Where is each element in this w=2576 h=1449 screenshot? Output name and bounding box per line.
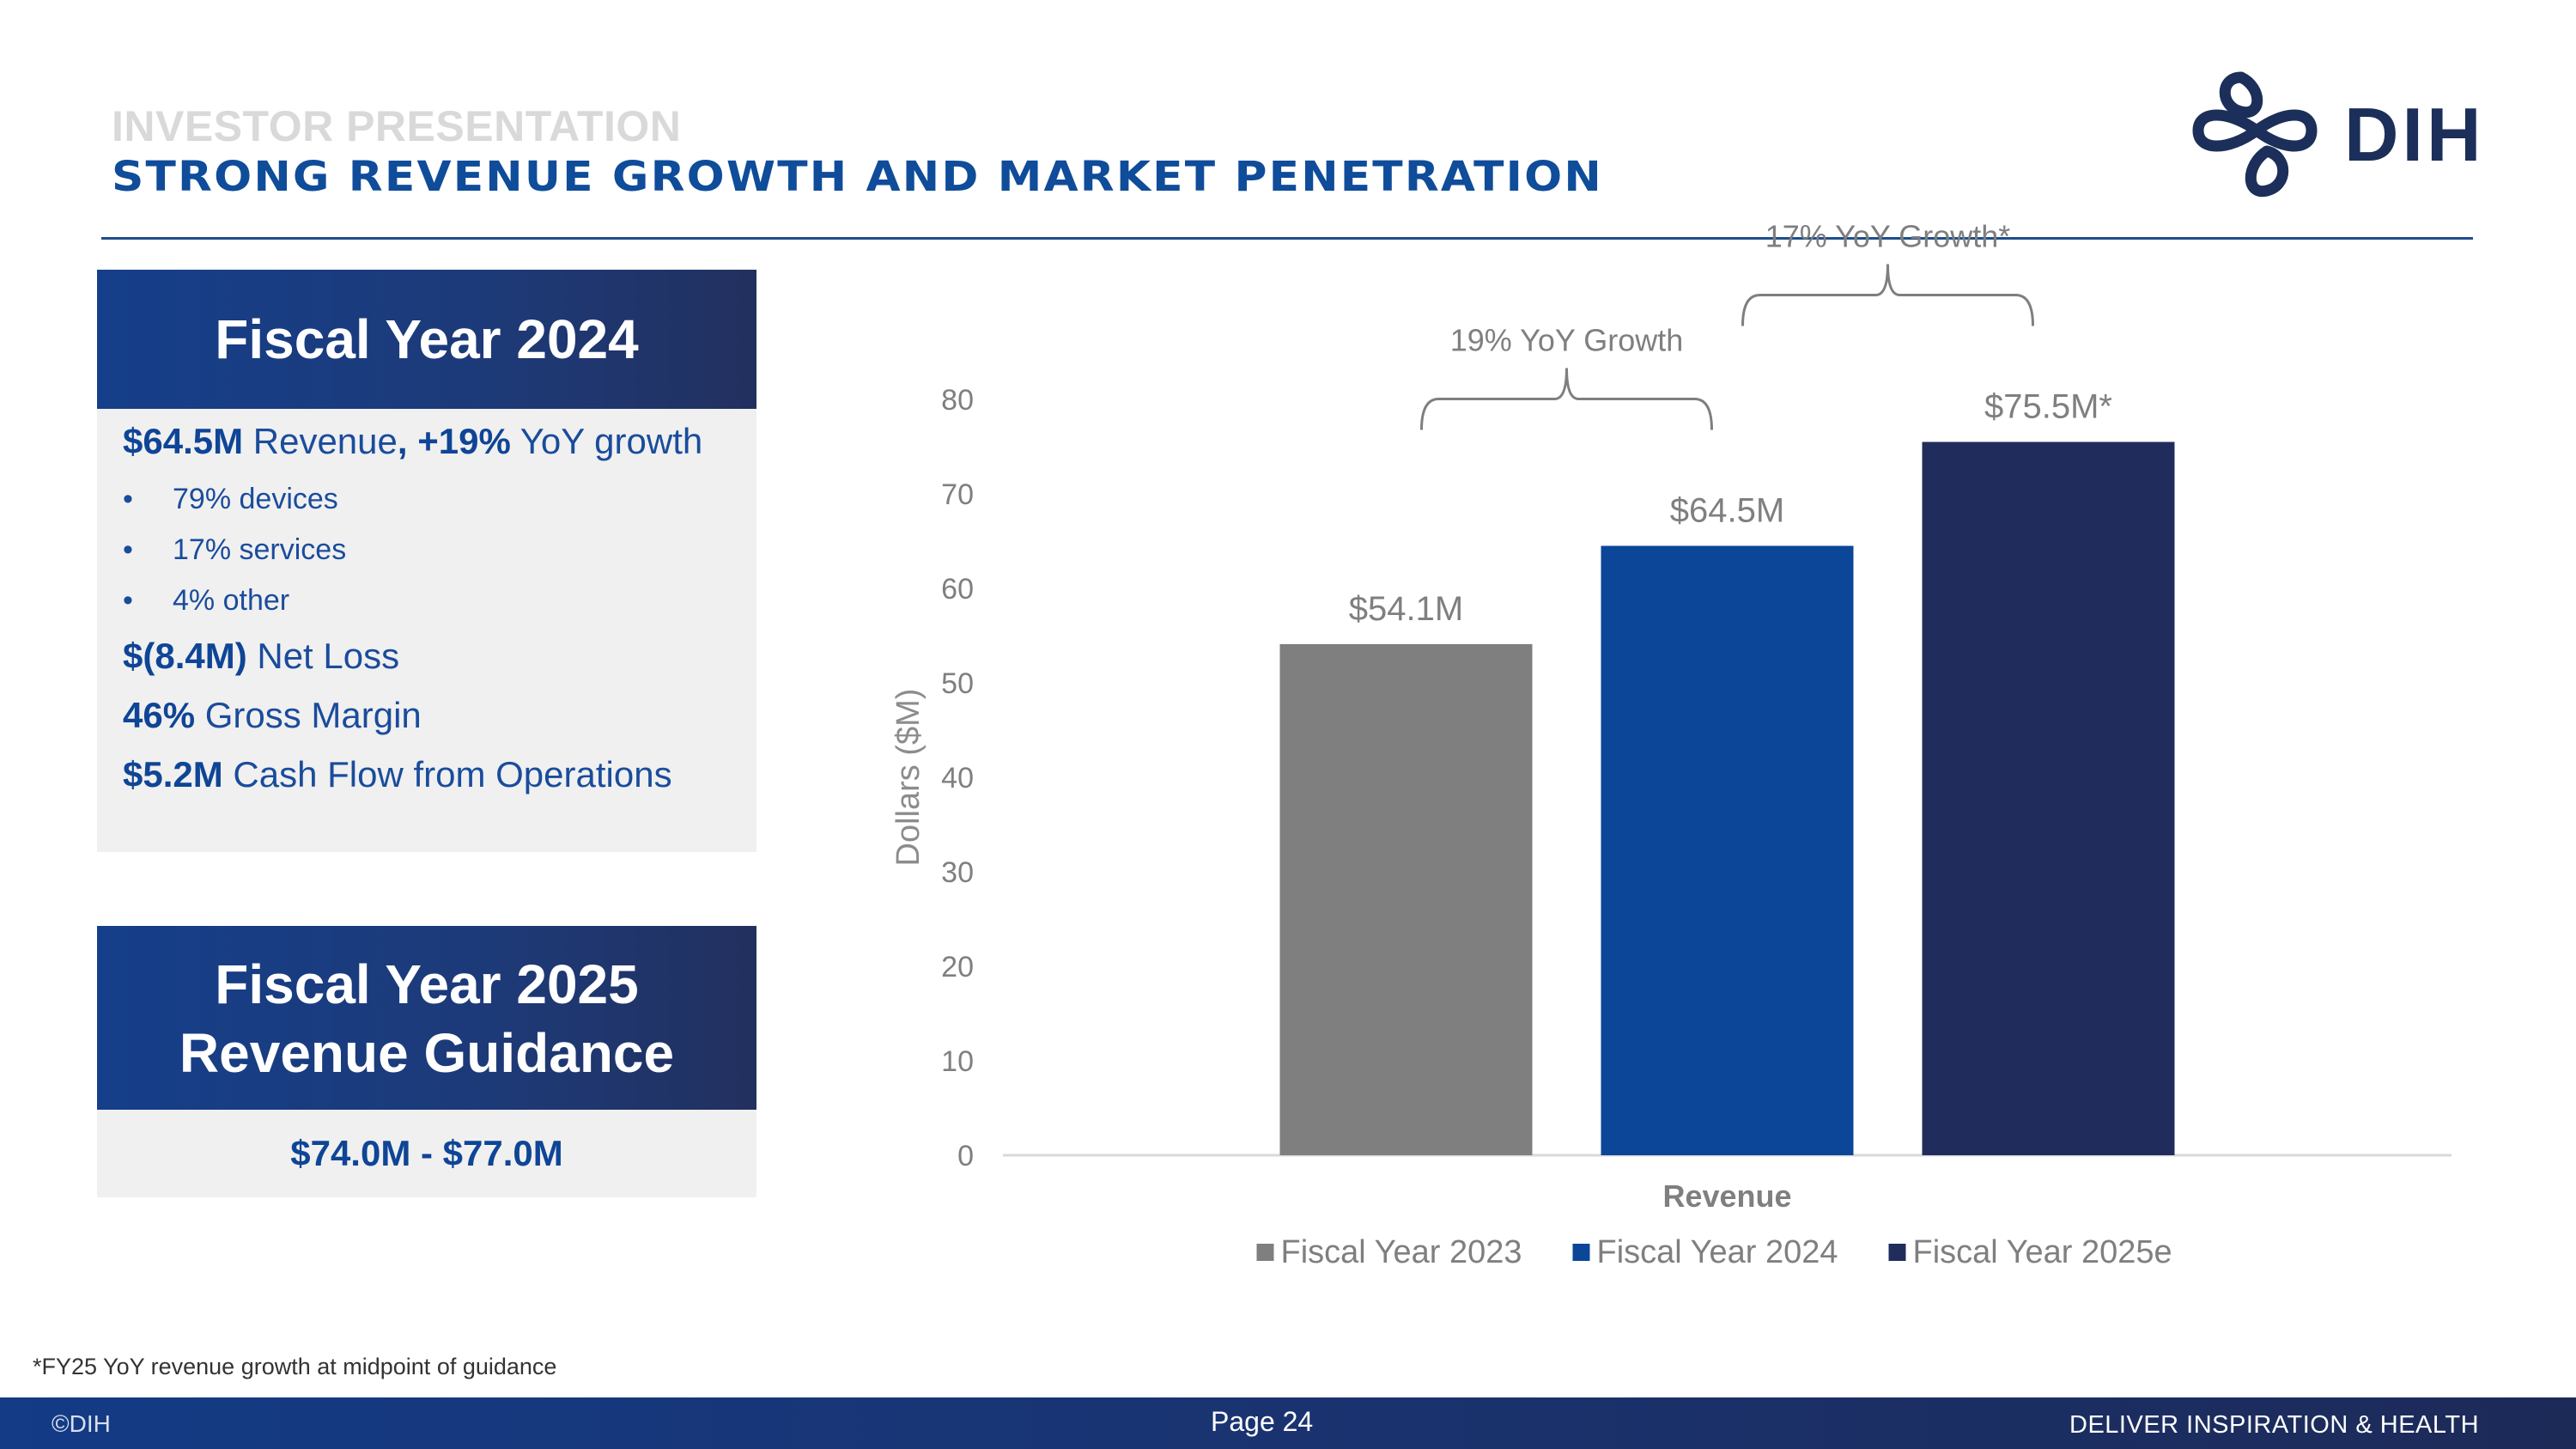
footer-tagline: DELIVER INSPIRATION & HEALTH [2069, 1411, 2480, 1439]
legend-label: Fiscal Year 2023 [1281, 1234, 1522, 1270]
cash-flow-label: Cash Flow from Operations [222, 754, 672, 795]
bar-data-label: $75.5M* [1984, 388, 2112, 426]
growth-brace [1420, 368, 1713, 430]
fy25-title-line1: Fiscal Year 2025 [215, 953, 639, 1015]
growth-brace [1741, 264, 2034, 326]
footer-copyright: ©DIH [52, 1410, 111, 1437]
slide-title: STRONG REVENUE GROWTH AND MARKET PENETRA… [112, 153, 1603, 201]
y-tick-label: 50 [941, 667, 974, 700]
page-number: Page 24 [1211, 1406, 1314, 1437]
x-category-label: Revenue [1662, 1178, 1791, 1214]
fy24-panel-title: Fiscal Year 2024 [97, 270, 756, 409]
gross-margin-line: 46% Gross Margin [123, 695, 422, 736]
y-tick-label: 40 [941, 762, 974, 795]
legend-label: Fiscal Year 2024 [1597, 1234, 1838, 1270]
bar-data-label: $64.5M [1670, 492, 1784, 530]
fy25-guidance-range: $74.0M - $77.0M [97, 1110, 756, 1197]
bar-3 [1922, 441, 2175, 1155]
bullet-mark: • [123, 533, 133, 566]
list-item: • 4% other [123, 584, 289, 618]
y-axis-title: Dollars ($M) [890, 689, 927, 867]
bullet-text: 79% devices [173, 483, 338, 515]
y-tick-label: 60 [941, 573, 974, 606]
header-divider [101, 237, 2473, 240]
bar-2 [1601, 545, 1854, 1155]
dih-logo-icon [2192, 71, 2318, 198]
revenue-separator: , [397, 421, 418, 461]
growth-annotation: 17% YoY Growth* [1765, 219, 2011, 254]
legend-swatch [1572, 1244, 1590, 1261]
logo-wordmark: DIH [2344, 92, 2485, 177]
net-loss-value: $(8.4M) [123, 636, 247, 676]
gross-margin-value: 46% [123, 695, 196, 735]
legend-swatch [1888, 1244, 1906, 1261]
legend-swatch [1256, 1244, 1274, 1261]
growth-value: +19% [417, 421, 511, 461]
bar-data-label: $54.1M [1349, 590, 1463, 628]
footer-bar [0, 1397, 2576, 1449]
revenue-value: $64.5M [123, 421, 244, 461]
fy25-title-line2: Revenue Guidance [179, 1022, 675, 1084]
fy25-panel-title: Fiscal Year 2025 Revenue Guidance [97, 926, 756, 1110]
presentation-kicker: INVESTOR PRESENTATION [112, 102, 682, 150]
bar-1 [1279, 643, 1533, 1155]
y-tick-label: 20 [941, 951, 974, 983]
gross-margin-label: Gross Margin [195, 695, 422, 735]
revenue-label: Revenue [243, 421, 398, 461]
y-tick-label: 10 [941, 1045, 974, 1078]
growth-label: YoY growth [510, 421, 703, 461]
y-tick-label: 70 [941, 478, 974, 511]
y-tick-label: 0 [957, 1140, 974, 1172]
y-tick-label: 80 [941, 384, 974, 417]
cash-flow-value: $5.2M [123, 754, 223, 795]
net-loss-label: Net Loss [246, 636, 400, 676]
fy24-panel-body: $64.5M Revenue, +19% YoY growth • 79% dev… [97, 409, 756, 852]
y-tick-label: 30 [941, 856, 974, 889]
footnote: *FY25 YoY revenue growth at midpoint of … [33, 1354, 557, 1379]
growth-annotation: 19% YoY Growth [1450, 323, 1684, 358]
cash-flow-line: $5.2M Cash Flow from Operations [123, 754, 672, 795]
bullet-text: 4% other [173, 584, 290, 617]
net-loss-line: $(8.4M) Net Loss [123, 636, 399, 677]
legend-label: Fiscal Year 2025e [1913, 1234, 2172, 1270]
bullet-text: 17% services [173, 533, 347, 566]
bullet-mark: • [123, 483, 133, 515]
revenue-line: $64.5M Revenue, +19% YoY growth [123, 421, 702, 462]
list-item: • 79% devices [123, 483, 338, 516]
list-item: • 17% services [123, 533, 346, 567]
bullet-mark: • [123, 584, 133, 617]
